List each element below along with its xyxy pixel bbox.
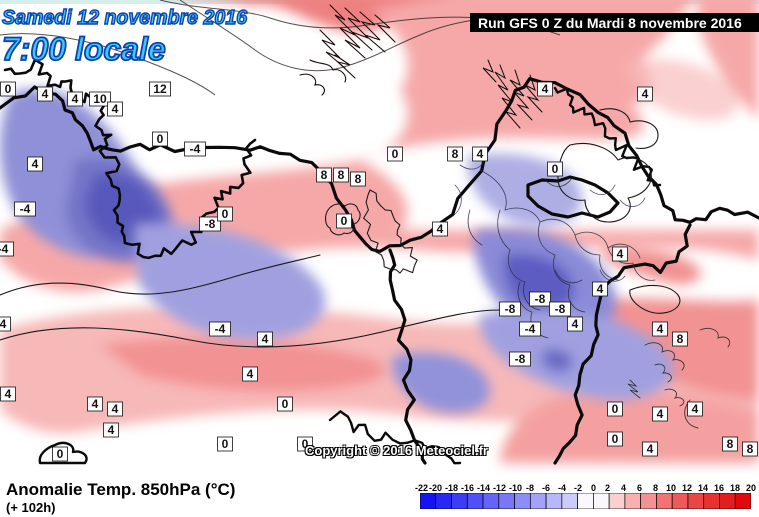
svg-text:-8: -8 — [505, 302, 516, 316]
svg-text:8: 8 — [727, 437, 734, 451]
svg-text:0: 0 — [222, 437, 229, 451]
svg-text:10: 10 — [93, 92, 107, 106]
svg-text:4: 4 — [617, 247, 624, 261]
svg-text:4: 4 — [112, 102, 119, 116]
svg-text:-4: -4 — [215, 322, 226, 336]
svg-text:4: 4 — [92, 397, 99, 411]
svg-text:-4: -4 — [525, 322, 536, 336]
svg-text:-8: -8 — [555, 302, 566, 316]
svg-text:8: 8 — [677, 332, 684, 346]
svg-text:0: 0 — [552, 162, 559, 176]
svg-text:8: 8 — [321, 168, 328, 182]
svg-text:-8: -8 — [205, 217, 216, 231]
svg-text:4: 4 — [5, 387, 12, 401]
svg-text:0: 0 — [57, 447, 64, 461]
svg-text:4: 4 — [437, 222, 444, 236]
svg-text:4: 4 — [647, 442, 654, 456]
svg-text:0: 0 — [612, 432, 619, 446]
svg-text:4: 4 — [262, 332, 269, 346]
svg-text:-8: -8 — [515, 352, 526, 366]
svg-text:0: 0 — [612, 402, 619, 416]
svg-text:4: 4 — [542, 82, 549, 96]
svg-text:4: 4 — [692, 402, 699, 416]
svg-text:12: 12 — [153, 82, 167, 96]
svg-text:4: 4 — [657, 322, 664, 336]
svg-text:4: 4 — [72, 92, 79, 106]
svg-text:0: 0 — [157, 132, 164, 146]
svg-text:-4: -4 — [0, 242, 9, 256]
svg-text:-4: -4 — [190, 142, 201, 156]
svg-text:4: 4 — [112, 402, 119, 416]
svg-text:8: 8 — [338, 168, 345, 182]
svg-text:0: 0 — [222, 207, 229, 221]
svg-text:0: 0 — [282, 397, 289, 411]
svg-text:4: 4 — [0, 317, 7, 331]
svg-text:-8: -8 — [535, 292, 546, 306]
svg-text:4: 4 — [642, 87, 649, 101]
svg-text:8: 8 — [452, 147, 459, 161]
svg-text:4: 4 — [42, 87, 49, 101]
svg-text:8: 8 — [355, 172, 362, 186]
svg-text:4: 4 — [108, 423, 115, 437]
svg-text:0: 0 — [5, 82, 12, 96]
svg-text:0: 0 — [341, 214, 348, 228]
svg-text:0: 0 — [392, 147, 399, 161]
svg-text:4: 4 — [477, 147, 484, 161]
svg-text:4: 4 — [597, 282, 604, 296]
svg-text:4: 4 — [247, 367, 254, 381]
svg-text:4: 4 — [572, 317, 579, 331]
svg-text:4: 4 — [657, 407, 664, 421]
svg-text:-4: -4 — [20, 202, 31, 216]
svg-text:8: 8 — [747, 442, 754, 456]
svg-text:4: 4 — [32, 157, 39, 171]
